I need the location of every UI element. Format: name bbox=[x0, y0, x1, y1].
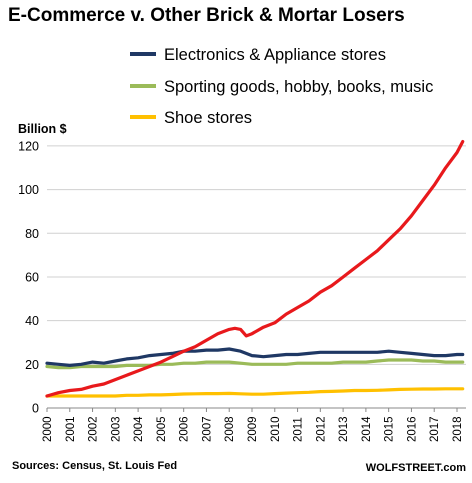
y-tick-label: 60 bbox=[25, 270, 39, 284]
x-tick-label: 2008 bbox=[224, 416, 236, 442]
y-tick-label: 80 bbox=[25, 227, 39, 241]
x-tick-label: 2016 bbox=[406, 416, 418, 442]
series-line-e-commerce bbox=[45, 140, 465, 398]
x-tick-label: 2011 bbox=[293, 417, 305, 442]
series-line-shoe-stores bbox=[45, 387, 465, 398]
x-tick-label: 2001 bbox=[65, 416, 77, 442]
source-note: Sources: Census, St. Louis Fed bbox=[12, 460, 177, 472]
gridlines bbox=[47, 145, 466, 409]
legend-label-shoe-stores: Shoe stores bbox=[164, 109, 252, 127]
y-axis-unit-label: Billion $ bbox=[18, 122, 67, 136]
x-tick-label: 2005 bbox=[156, 416, 168, 442]
x-tick-label: 2007 bbox=[201, 416, 213, 442]
series-line-sporting-goods bbox=[45, 358, 465, 370]
series-line-electronics bbox=[45, 347, 465, 367]
y-axis-ticks: 0 20 40 60 80 100 120 bbox=[18, 139, 39, 415]
x-tick-label: 2017 bbox=[429, 416, 441, 442]
y-tick-label: 40 bbox=[25, 314, 39, 328]
x-tick-label: 2003 bbox=[110, 416, 122, 442]
x-axis-ticks: 2000 2001 2002 2003 2004 2005 2006 2007 2008 2009… bbox=[42, 408, 464, 442]
x-tick-label: 2018 bbox=[452, 416, 464, 442]
legend-label-electronics: Electronics & Appliance stores bbox=[164, 46, 386, 64]
x-tick-label: 2014 bbox=[361, 416, 373, 442]
x-tick-label: 2000 bbox=[42, 416, 54, 442]
x-tick-label: 2002 bbox=[88, 416, 100, 442]
y-tick-label: 20 bbox=[25, 358, 39, 372]
x-tick-label: 2015 bbox=[384, 416, 396, 442]
brand-label: WOLFSTREET.com bbox=[366, 462, 466, 474]
x-tick-label: 2012 bbox=[315, 416, 327, 442]
x-tick-label: 2006 bbox=[179, 416, 191, 442]
y-tick-label: 120 bbox=[18, 139, 39, 153]
x-tick-label: 2013 bbox=[338, 416, 350, 442]
legend-label-sporting-goods: Sporting goods, hobby, books, music bbox=[164, 78, 433, 96]
chart-title: E-Commerce v. Other Brick & Mortar Loser… bbox=[8, 5, 405, 26]
legend: Electronics & Appliance stores Sporting … bbox=[130, 46, 433, 127]
y-tick-label: 100 bbox=[18, 183, 39, 197]
series-lines bbox=[45, 140, 465, 398]
x-tick-label: 2009 bbox=[247, 416, 259, 442]
x-tick-label: 2010 bbox=[270, 416, 282, 442]
y-tick-label: 0 bbox=[32, 402, 39, 416]
x-tick-label: 2004 bbox=[133, 416, 145, 442]
